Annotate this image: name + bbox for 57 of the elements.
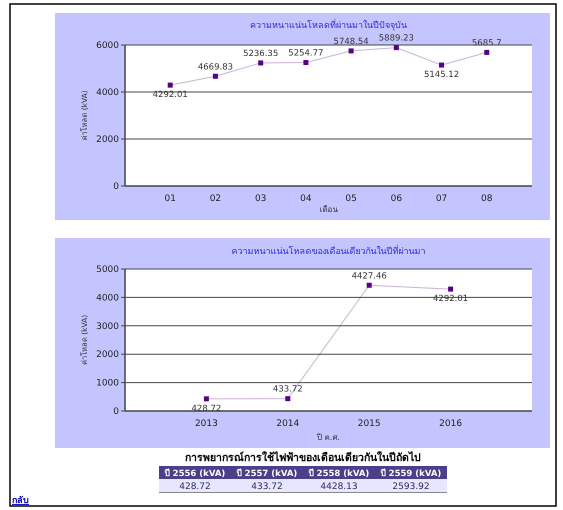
data-label: 4428.13 <box>320 482 358 492</box>
x-tick-label: 06 <box>390 194 402 204</box>
point <box>439 62 444 68</box>
x-tick-label: 2015 <box>358 419 381 429</box>
data-label: 4292.01 <box>152 90 188 100</box>
point <box>285 396 290 402</box>
data-label: 4427.46 <box>352 271 387 282</box>
point <box>484 50 490 55</box>
data-label: 2593.92 <box>392 482 430 492</box>
x-tick-label: 01 <box>164 194 176 204</box>
point <box>348 48 354 54</box>
y-tick-label: 6000 <box>96 41 120 51</box>
x-tick-label: 2014 <box>276 419 300 429</box>
category-label: ปี 2558 (kVA) <box>308 468 370 479</box>
data-label: 5145.12 <box>424 70 460 80</box>
data-label: 428.72 <box>179 482 211 492</box>
category-label: ปี 2559 (kVA) <box>380 468 442 479</box>
x-tick-label: 08 <box>481 194 493 204</box>
y-tick-label: 1000 <box>96 378 120 389</box>
point <box>394 45 399 50</box>
data-label: 5254.77 <box>288 48 324 59</box>
y-tick-label: 0 <box>113 407 120 417</box>
point <box>212 74 218 79</box>
x-tick-label: 03 <box>254 194 266 204</box>
text: การพยากรณ์การใช้ไฟฟ้าของเดือนเดียวกันในปีถัดไป <box>185 450 421 464</box>
x-axis-title: ปี ค.ศ. <box>316 433 340 442</box>
x-axis-title: เดือน <box>320 205 338 214</box>
point <box>204 396 209 402</box>
chart-title: ความหนาแน่นโหลดที่ผ่านมาในปีปัจจุบัน <box>250 18 407 31</box>
point <box>448 286 454 292</box>
y-tick-label: 0 <box>113 182 120 192</box>
text: กลับ <box>12 495 29 506</box>
x-tick-label: 02 <box>210 194 222 204</box>
data-label: 5889.23 <box>378 34 414 44</box>
x-tick-label: 04 <box>300 194 312 204</box>
y-tick-label: 4000 <box>96 88 120 98</box>
data-label: 433.72 <box>251 482 283 492</box>
data-label: 433.72 <box>272 384 303 395</box>
x-tick-label: 2016 <box>439 419 462 429</box>
data-label: 4669.83 <box>198 62 234 72</box>
x-tick-label: 07 <box>436 194 448 204</box>
data-label: 5236.35 <box>243 48 278 59</box>
category-label: ปี 2557 (kVA) <box>236 468 298 479</box>
data-label: 5748.54 <box>334 36 369 47</box>
point <box>168 82 173 88</box>
point <box>258 60 264 66</box>
category-label: ปี 2556 (kVA) <box>164 468 226 479</box>
point <box>366 282 372 288</box>
y-tick-label: 2000 <box>96 350 120 360</box>
x-tick-label: 2013 <box>194 419 218 429</box>
x-tick-label: 05 <box>345 194 357 204</box>
y-tick-label: 3000 <box>96 322 120 332</box>
y-tick-label: 4000 <box>96 293 120 304</box>
point <box>303 60 308 66</box>
chart-title: ความหนาแน่นโหลดของเดือนเดียวกันในปีที่ผ่านมา <box>232 244 426 257</box>
y-tick-label: 2000 <box>96 135 120 145</box>
y-tick-label: 5000 <box>96 265 120 275</box>
